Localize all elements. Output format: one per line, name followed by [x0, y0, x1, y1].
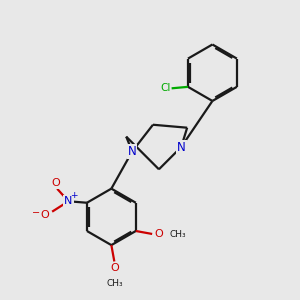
- Text: Cl: Cl: [160, 83, 170, 93]
- Text: O: O: [51, 178, 60, 188]
- Text: O: O: [154, 229, 163, 239]
- Text: N: N: [64, 196, 73, 206]
- Text: CH₃: CH₃: [170, 230, 187, 239]
- Text: O: O: [40, 210, 49, 220]
- Text: +: +: [70, 191, 78, 200]
- Text: −: −: [32, 208, 40, 218]
- Text: O: O: [111, 263, 119, 273]
- Text: CH₃: CH₃: [106, 279, 123, 288]
- Text: N: N: [128, 145, 136, 158]
- Text: N: N: [177, 140, 186, 154]
